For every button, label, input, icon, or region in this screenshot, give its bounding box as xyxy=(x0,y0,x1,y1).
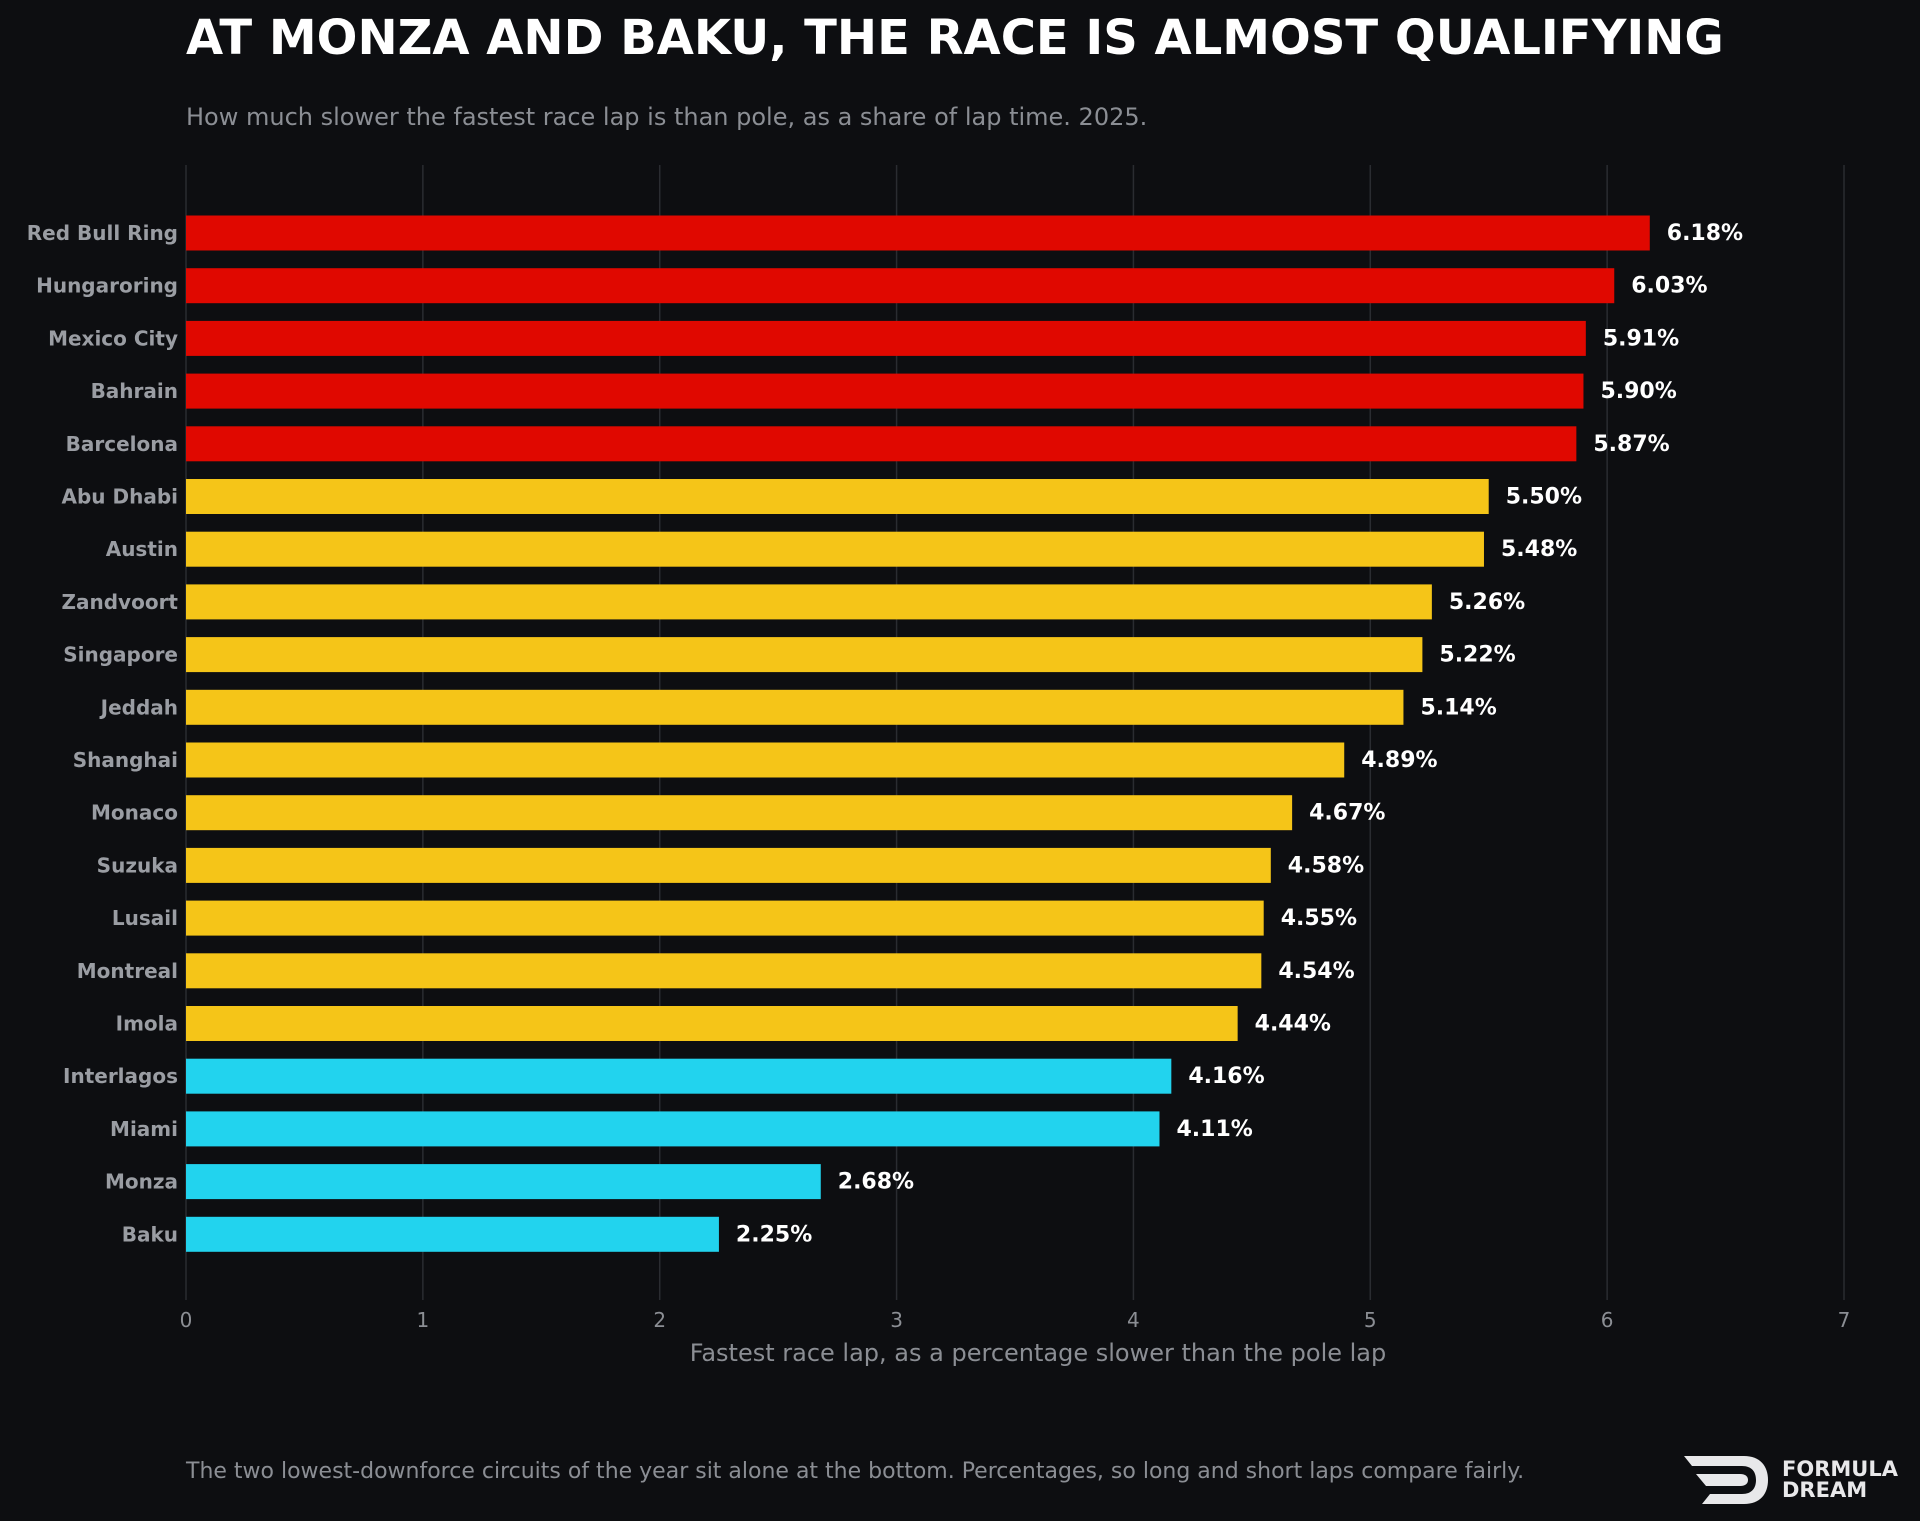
value-label: 5.87% xyxy=(1593,432,1669,457)
bar xyxy=(186,1216,719,1252)
x-tick-label: 5 xyxy=(1364,1308,1377,1332)
logo-line-formula: FORMULA xyxy=(1782,1457,1898,1481)
bar xyxy=(186,953,1262,989)
category-label: Suzuka xyxy=(97,853,178,877)
bar xyxy=(186,479,1489,514)
value-label: 4.67% xyxy=(1309,801,1385,826)
bar xyxy=(186,742,1345,778)
value-label: 5.50% xyxy=(1506,485,1582,510)
category-label: Jeddah xyxy=(99,695,178,719)
x-tick-label: 2 xyxy=(653,1308,666,1332)
bar xyxy=(186,1006,1238,1041)
category-label: Monaco xyxy=(91,801,178,825)
category-label: Barcelona xyxy=(66,432,178,456)
value-label: 6.03% xyxy=(1631,274,1707,299)
category-label: Bahrain xyxy=(91,379,178,403)
category-label: Interlagos xyxy=(63,1064,178,1088)
category-label: Miami xyxy=(110,1117,178,1141)
x-axis-label: Fastest race lap, as a percentage slower… xyxy=(690,1339,1387,1367)
bar xyxy=(186,373,1584,409)
value-label: 2.68% xyxy=(838,1170,914,1195)
x-tick-label: 6 xyxy=(1601,1308,1614,1332)
bar xyxy=(186,320,1586,356)
value-label: 4.55% xyxy=(1281,906,1357,931)
category-label: Monza xyxy=(105,1170,178,1194)
category-label: Singapore xyxy=(63,643,178,667)
bar xyxy=(186,1111,1160,1147)
bar xyxy=(186,795,1293,831)
formula-dream-logo-icon xyxy=(1684,1456,1768,1504)
x-tick-label: 4 xyxy=(1127,1308,1140,1332)
value-label: 5.22% xyxy=(1439,643,1515,668)
footer-note: The two lowest-downforce circuits of the… xyxy=(186,1459,1525,1484)
value-label: 4.44% xyxy=(1255,1012,1331,1037)
x-tick-label: 1 xyxy=(416,1308,429,1332)
bar xyxy=(186,426,1577,462)
bar-chart: 0 1 2 3 4 5 6 7 Red Bull Ring 6.18% Hungaroring 6.0… xyxy=(27,165,1851,1367)
value-label: 5.90% xyxy=(1600,379,1676,404)
category-label: Hungaroring xyxy=(36,274,178,298)
x-tick-label: 7 xyxy=(1838,1308,1851,1332)
bar xyxy=(186,1164,821,1200)
value-label: 4.58% xyxy=(1288,853,1364,878)
logo-wordmark: FORMULA DREAM xyxy=(1782,1459,1898,1501)
chart-title: AT MONZA AND BAKU, THE RACE IS ALMOST QU… xyxy=(186,10,1724,66)
bars xyxy=(186,215,1650,1252)
x-tick-label: 3 xyxy=(890,1308,903,1332)
bar xyxy=(186,637,1423,673)
value-label: 5.91% xyxy=(1603,326,1679,351)
value-label: 4.16% xyxy=(1188,1064,1264,1089)
bar xyxy=(186,847,1271,883)
value-label: 6.18% xyxy=(1667,221,1743,246)
bar xyxy=(186,531,1484,567)
bar xyxy=(186,1058,1172,1094)
category-label: Red Bull Ring xyxy=(27,221,178,245)
category-label: Montreal xyxy=(77,959,178,983)
category-label: Lusail xyxy=(112,906,178,930)
category-label: Imola xyxy=(116,1012,178,1036)
category-label: Zandvoort xyxy=(62,590,179,614)
logo-line-dream: DREAM xyxy=(1782,1478,1868,1502)
value-label: 5.26% xyxy=(1449,590,1525,615)
category-label: Mexico City xyxy=(48,326,178,350)
category-label: Abu Dhabi xyxy=(61,485,178,509)
bar xyxy=(186,900,1264,936)
category-label: Austin xyxy=(106,537,178,561)
value-label: 2.25% xyxy=(736,1222,812,1247)
value-label: 4.11% xyxy=(1176,1117,1252,1142)
value-label: 5.14% xyxy=(1420,695,1496,720)
x-tick-label: 0 xyxy=(180,1308,193,1332)
value-label: 4.54% xyxy=(1278,959,1354,984)
value-label: 4.89% xyxy=(1361,748,1437,773)
chart-subtitle: How much slower the fastest race lap is … xyxy=(186,103,1148,131)
bar xyxy=(186,689,1404,725)
bar xyxy=(186,268,1615,304)
bar xyxy=(186,584,1432,620)
bar xyxy=(186,215,1650,251)
category-label: Baku xyxy=(122,1222,178,1246)
value-label: 5.48% xyxy=(1501,537,1577,562)
brand-logo[interactable]: FORMULA DREAM xyxy=(1682,1452,1912,1508)
labels: 0 1 2 3 4 5 6 7 Red Bull Ring 6.18% Hungaroring 6.0… xyxy=(27,221,1851,1332)
category-label: Shanghai xyxy=(73,748,178,772)
